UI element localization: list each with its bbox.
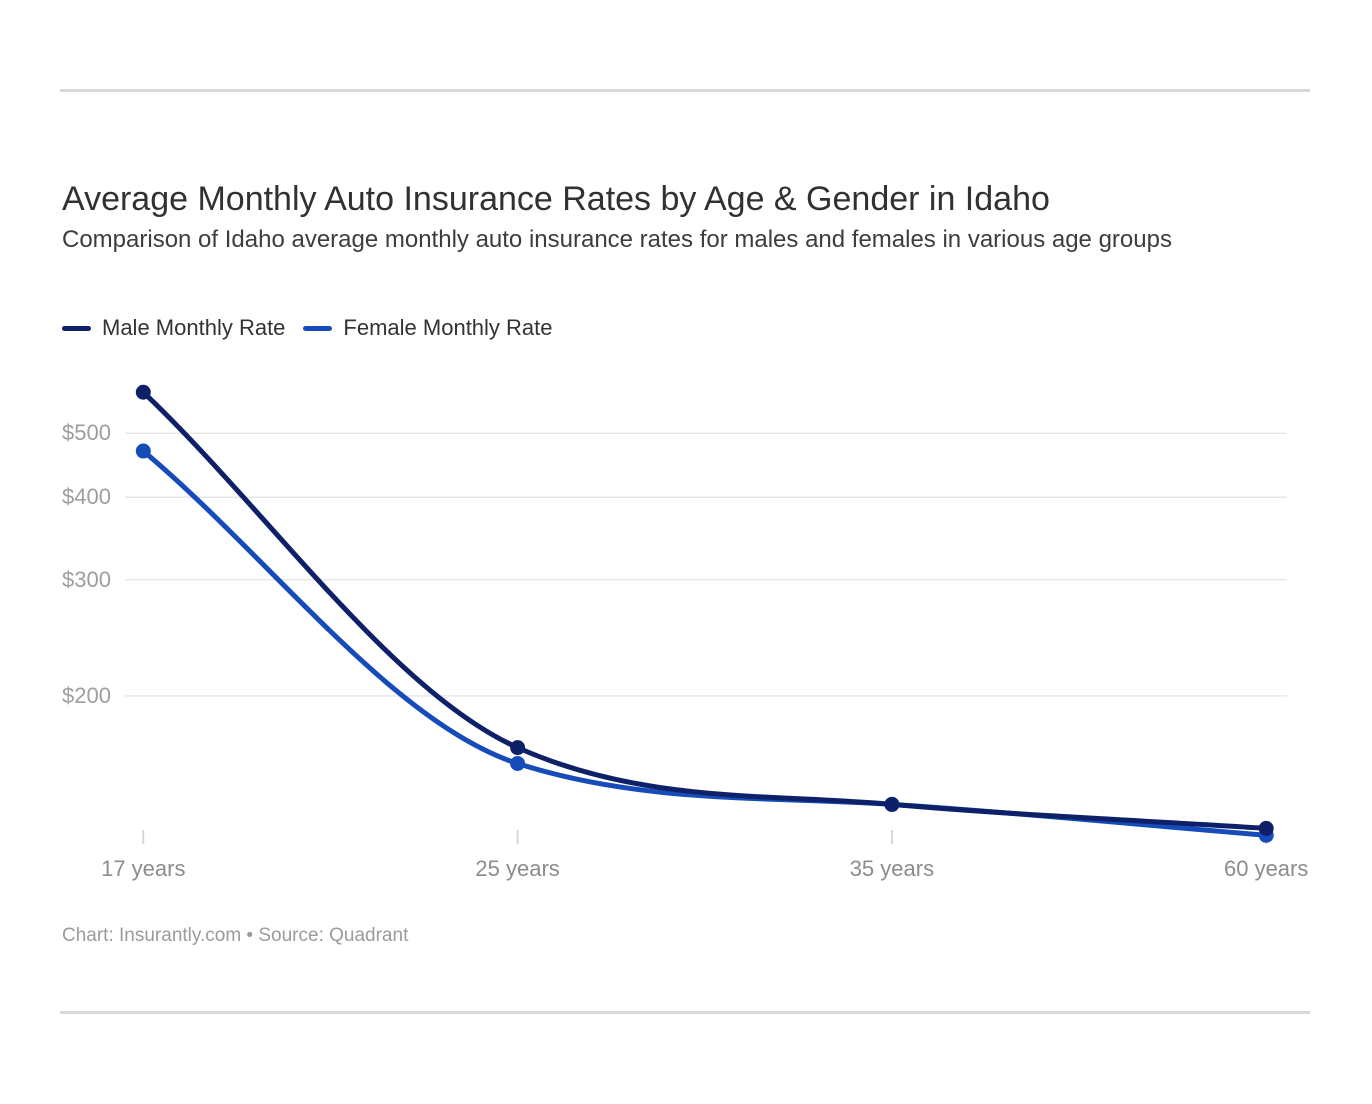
chart-title: Average Monthly Auto Insurance Rates by … — [62, 179, 1050, 218]
male-data-point — [1258, 820, 1274, 836]
chart-subtitle: Comparison of Idaho average monthly auto… — [62, 226, 1172, 253]
x-tick-label: 17 years — [101, 856, 186, 881]
male-data-points — [135, 384, 1274, 836]
male-data-point — [135, 384, 151, 400]
female-data-point — [135, 443, 151, 459]
x-tick-label: 35 years — [849, 856, 935, 881]
x-tick-label: 25 years — [475, 856, 560, 881]
female-series-swatch-icon — [303, 325, 333, 331]
gridlines — [125, 432, 1287, 697]
y-tick-label: $300 — [62, 566, 111, 592]
legend-label-male: Male Monthly Rate — [102, 315, 286, 340]
legend-label-female: Female Monthly Rate — [343, 315, 553, 340]
x-axis-ticks — [142, 830, 1268, 844]
male-series-swatch-icon — [62, 325, 91, 331]
legend: Male Monthly Rate Female Monthly Rate — [62, 315, 553, 341]
x-tick-label: 60 years — [1223, 856, 1309, 881]
male-line — [140, 389, 1269, 831]
male-data-point — [510, 740, 526, 756]
chart-attribution: Chart: Insurantly.com • Source: Quadrant — [62, 925, 409, 946]
female-data-points — [135, 443, 1274, 843]
male-data-point — [884, 796, 900, 812]
female-line — [140, 448, 1269, 838]
female-data-point — [510, 756, 526, 772]
y-tick-label: $400 — [62, 484, 111, 510]
legend-item-male: Male Monthly Rate — [62, 315, 285, 341]
y-tick-label: $200 — [62, 682, 111, 708]
top-divider — [60, 89, 1310, 92]
y-tick-label: $500 — [62, 420, 111, 446]
bottom-divider — [60, 1011, 1310, 1014]
legend-item-female: Female Monthly Rate — [303, 315, 553, 341]
